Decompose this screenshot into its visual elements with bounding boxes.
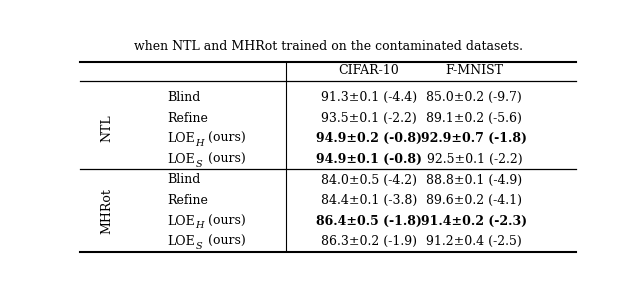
Text: 86.3±0.2 (-1.9): 86.3±0.2 (-1.9) (321, 235, 417, 248)
Text: 88.8±0.1 (-4.9): 88.8±0.1 (-4.9) (426, 173, 522, 187)
Text: Blind: Blind (167, 91, 200, 104)
Text: LOE: LOE (167, 215, 195, 228)
Text: 89.1±0.2 (-5.6): 89.1±0.2 (-5.6) (426, 112, 522, 125)
Text: S: S (196, 160, 202, 169)
Text: MHRot: MHRot (100, 188, 114, 234)
Text: 85.0±0.2 (-9.7): 85.0±0.2 (-9.7) (426, 91, 522, 104)
Text: 92.5±0.1 (-2.2): 92.5±0.1 (-2.2) (426, 153, 522, 166)
Text: when NTL and MHRot trained on the contaminated datasets.: when NTL and MHRot trained on the contam… (134, 40, 522, 53)
Text: CIFAR-10: CIFAR-10 (339, 64, 399, 77)
Text: S: S (196, 242, 202, 251)
Text: 93.5±0.1 (-2.2): 93.5±0.1 (-2.2) (321, 112, 417, 125)
Text: 91.2±0.4 (-2.5): 91.2±0.4 (-2.5) (426, 235, 522, 248)
Text: (ours): (ours) (204, 132, 246, 145)
Text: 91.3±0.1 (-4.4): 91.3±0.1 (-4.4) (321, 91, 417, 104)
Text: 89.6±0.2 (-4.1): 89.6±0.2 (-4.1) (426, 194, 522, 207)
Text: H: H (196, 139, 204, 148)
Text: LOE: LOE (167, 153, 195, 166)
Text: 91.4±0.2 (-2.3): 91.4±0.2 (-2.3) (421, 215, 527, 228)
Text: LOE: LOE (167, 235, 195, 248)
Text: Refine: Refine (167, 112, 207, 125)
Text: (ours): (ours) (204, 153, 246, 166)
Text: (ours): (ours) (204, 215, 246, 228)
Text: 94.9±0.2 (-0.8): 94.9±0.2 (-0.8) (316, 132, 422, 145)
Text: LOE: LOE (167, 132, 195, 145)
Text: 92.9±0.7 (-1.8): 92.9±0.7 (-1.8) (421, 132, 527, 145)
Text: NTL: NTL (100, 115, 114, 142)
Text: Refine: Refine (167, 194, 207, 207)
Text: 84.4±0.1 (-3.8): 84.4±0.1 (-3.8) (321, 194, 417, 207)
Text: 84.0±0.5 (-4.2): 84.0±0.5 (-4.2) (321, 173, 417, 187)
Text: F-MNIST: F-MNIST (445, 64, 503, 77)
Text: 94.9±0.1 (-0.8): 94.9±0.1 (-0.8) (316, 153, 422, 166)
Text: (ours): (ours) (204, 235, 246, 248)
Text: 86.4±0.5 (-1.8): 86.4±0.5 (-1.8) (316, 215, 422, 228)
Text: Blind: Blind (167, 173, 200, 187)
Text: H: H (196, 222, 204, 230)
